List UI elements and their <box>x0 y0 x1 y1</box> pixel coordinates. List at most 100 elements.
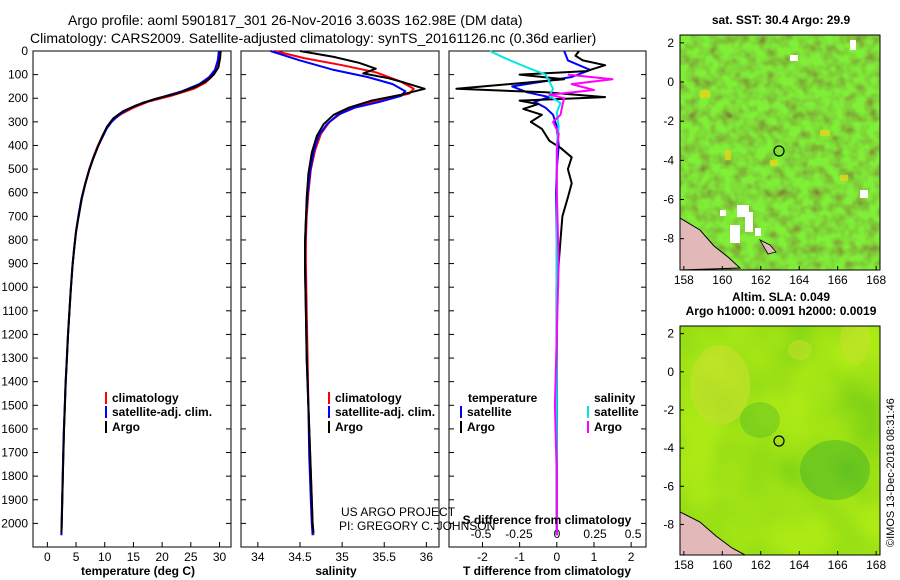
sla-map-title-line2: Argo h1000: 0.0091 h2000: 0.0019 <box>686 304 877 318</box>
map-x-tick-label: 168 <box>866 273 886 287</box>
sla-map-frame <box>679 325 881 556</box>
sst-map-axes: 158 160 162 164 166 168 2 0 -2 -4 -6 -8 <box>663 36 886 287</box>
y-tick-label: 1900 <box>1 493 28 507</box>
difference-top-tick-label: 0.5 <box>625 527 642 541</box>
y-tick-label: 1600 <box>1 422 28 436</box>
difference-series-argo <box>455 50 607 533</box>
project-credit: US ARGO PROJECT <box>341 505 456 519</box>
temperature-x-tick-label: 15 <box>127 550 141 564</box>
map-y-tick-label: 0 <box>667 365 674 379</box>
salinity-x-tick-label: 35.5 <box>373 550 397 564</box>
salinity-xlabel: salinity <box>315 564 357 578</box>
y-tick-label: 300 <box>8 115 28 129</box>
legend-title-temperature: temperature <box>468 391 538 405</box>
legend-label-argo: Argo <box>335 420 363 434</box>
legend-title-salinity: salinity <box>594 391 636 405</box>
sla-map <box>680 326 880 555</box>
difference-x-tick-label: 0 <box>553 550 560 564</box>
sla-high-patch <box>690 345 750 425</box>
map-x-tick-label: 164 <box>789 273 809 287</box>
difference-panel <box>448 50 647 548</box>
salinity-series-climatology <box>274 50 415 536</box>
difference-title: S difference from climatology <box>463 513 632 527</box>
y-tick-label: 1500 <box>1 398 28 412</box>
sla-profile-marker <box>773 435 785 447</box>
map-y-tick-label: -2 <box>663 114 674 128</box>
map-y-tick-label: 0 <box>667 75 674 89</box>
sla-high-patch <box>840 326 870 365</box>
temperature-panel <box>32 50 232 548</box>
map-x-tick-label: 160 <box>712 558 732 572</box>
temperature-x-tick-label: 20 <box>155 550 169 564</box>
temperature-series-climatology <box>60 50 220 536</box>
temperature-series-satellite-adj-clim- <box>60 50 220 536</box>
difference-legend: temperature satellite Argo salinity sate… <box>460 391 639 434</box>
y-tick-label: 800 <box>8 233 28 247</box>
y-tick-label: 1100 <box>2 304 28 318</box>
sst-profile-marker <box>773 145 785 157</box>
temperature-x-tick-label: 25 <box>184 550 198 564</box>
legend-label-argo: Argo <box>112 420 140 434</box>
y-tick-label: 1700 <box>1 446 28 460</box>
sla-low-patch <box>800 440 870 500</box>
difference-x-tick-label: -2 <box>477 550 488 564</box>
difference-top-tick-label: -0.5 <box>471 527 492 541</box>
legend-label-climatology: climatology <box>112 391 179 405</box>
map-y-tick-label: -8 <box>663 517 674 531</box>
temperature-y-axis: 0 100 200 300 400 500 600 700 800 900 1000 1100 1200… <box>1 44 646 530</box>
sst-land-new-guinea <box>680 217 742 270</box>
temperature-x-tick-label: 5 <box>73 550 80 564</box>
map-y-tick-label: -4 <box>663 153 674 167</box>
temperature-x-tick-label: 30 <box>213 550 227 564</box>
y-tick-label: 100 <box>8 68 28 82</box>
legend-label-satellite: satellite-adj. clim. <box>335 405 435 419</box>
map-x-tick-label: 162 <box>751 273 771 287</box>
difference-series-salinity-satellite <box>489 50 562 536</box>
temperature-legend: climatology satellite-adj. clim. Argo <box>105 391 212 434</box>
legend-label-climatology: climatology <box>335 391 402 405</box>
sst-map-title: sat. SST: 30.4 Argo: 29.9 <box>712 13 851 27</box>
sla-map-axes: 158 160 162 164 166 168 2 0 -2 -4 -6 -8 <box>663 327 886 572</box>
pi-credit: PI: GREGORY C. JOHNSON <box>339 519 495 533</box>
temperature-plot <box>60 50 222 536</box>
sla-land-new-guinea <box>680 511 746 555</box>
map-x-tick-label: 158 <box>674 558 694 572</box>
difference-x-axis: -2 -1 0 1 2 <box>477 542 635 564</box>
map-x-tick-label: 158 <box>674 273 694 287</box>
difference-plot <box>455 50 614 536</box>
salinity-x-tick-label: 34.5 <box>288 550 312 564</box>
legend-label-satellite: satellite-adj. clim. <box>112 405 212 419</box>
map-x-tick-label: 164 <box>789 558 809 572</box>
salinity-x-tick-label: 36 <box>420 550 434 564</box>
sst-warm-patches <box>700 90 848 181</box>
sst-land-island <box>758 239 777 255</box>
salinity-x-tick-label: 34 <box>251 550 265 564</box>
y-tick-label: 400 <box>8 138 28 152</box>
header-title-line2: Climatology: CARS2009. Satellite-adjuste… <box>30 30 596 46</box>
map-y-tick-label: 2 <box>667 36 674 50</box>
salinity-x-tick-label: 35 <box>335 550 349 564</box>
sst-cloud-gaps <box>720 40 868 243</box>
map-x-tick-label: 166 <box>828 558 848 572</box>
salinity-plot <box>270 50 426 536</box>
temperature-xlabel: temperature (deg C) <box>81 564 195 578</box>
difference-x-tick-label: 2 <box>628 550 635 564</box>
map-x-tick-label: 160 <box>712 273 732 287</box>
header-title-line1: Argo profile: aoml 5901817_301 26-Nov-20… <box>68 12 523 28</box>
legend-label-temp-satellite: satellite <box>467 405 512 419</box>
y-tick-label: 1400 <box>1 375 28 389</box>
map-y-tick-label: -8 <box>663 232 674 246</box>
salinity-legend: climatology satellite-adj. clim. Argo <box>328 391 435 434</box>
sst-map-texture <box>680 35 880 270</box>
y-tick-label: 900 <box>8 257 28 271</box>
sla-low-patch <box>740 402 780 438</box>
temperature-x-tick-label: 10 <box>98 550 112 564</box>
temperature-x-axis: 0 5 10 15 20 25 30 <box>44 542 227 564</box>
legend-label-temp-argo: Argo <box>467 420 495 434</box>
salinity-series-argo <box>299 50 426 533</box>
y-tick-label: 500 <box>8 162 28 176</box>
temperature-series-argo <box>60 50 222 533</box>
map-x-tick-label: 162 <box>751 558 771 572</box>
difference-xlabel: T difference from climatology <box>463 564 631 578</box>
